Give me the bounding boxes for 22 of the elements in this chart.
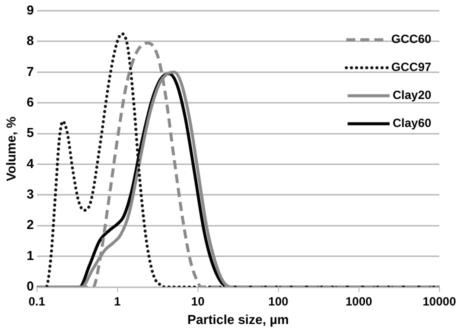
y-tick-label: 7 (26, 64, 34, 79)
legend-label: Clay20 (392, 88, 432, 102)
x-tick-label: 10000 (422, 294, 456, 309)
y-tick-label: 9 (26, 2, 34, 18)
legend-label: GCC97 (391, 60, 432, 74)
y-tick-label: 8 (26, 33, 34, 48)
y-tick-label: 4 (26, 156, 35, 171)
x-axis-title: Particle size, µm (187, 312, 289, 327)
x-tick-label: 100 (268, 294, 289, 309)
y-tick-label: 1 (26, 248, 34, 263)
x-tick-label: 0.1 (28, 294, 46, 309)
legend-label: GCC60 (391, 32, 432, 46)
y-axis-title: Volume, % (3, 116, 18, 182)
legend-label: Clay60 (392, 116, 432, 130)
y-tick-label: 3 (26, 186, 34, 202)
x-tick-label: 1 (114, 294, 121, 309)
y-tick-label: 6 (26, 94, 34, 110)
y-tick-label: 2 (26, 217, 34, 232)
x-tick-label: 1000 (345, 294, 372, 309)
x-tick-label: 10 (191, 294, 205, 309)
y-tick-label: 5 (26, 125, 34, 140)
y-tick-label: 0 (26, 278, 34, 294)
